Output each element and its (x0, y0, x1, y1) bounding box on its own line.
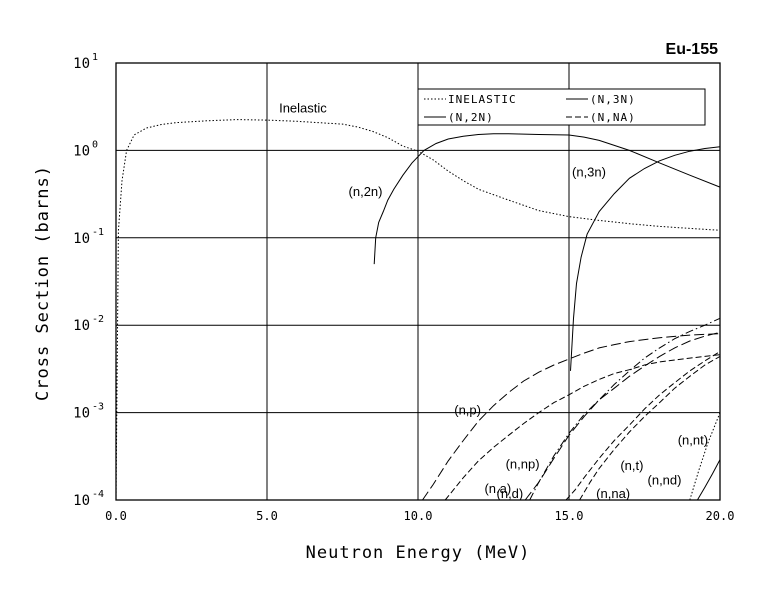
legend-box (417, 88, 706, 126)
annotation-label: (n,np) (506, 456, 540, 471)
chart-title: Eu-155 (666, 41, 719, 58)
x-tick-label: 20.0 (706, 509, 735, 523)
y-tick-label: 10 (73, 406, 90, 422)
legend-label-nna: (N,NA) (590, 111, 636, 124)
x-tick-label: 0.0 (105, 509, 127, 523)
series-n3n (570, 146, 721, 371)
y-tick-exponent: -1 (92, 227, 104, 238)
series-nnt (689, 412, 721, 501)
y-tick-exponent: 0 (92, 139, 98, 150)
series-nd (524, 331, 721, 501)
series-nna (565, 351, 721, 501)
x-tick-label: 5.0 (256, 509, 278, 523)
y-tick-exponent: 1 (92, 52, 98, 63)
legend: INELASTIC (N,3N) (N,2N) (N,NA) (417, 88, 706, 126)
y-tick-exponent: -3 (92, 402, 104, 413)
legend-label-n3n: (N,3N) (590, 93, 636, 106)
y-tick-exponent: -2 (92, 314, 104, 325)
legend-label-inelastic: INELASTIC (448, 93, 517, 106)
annotation-label: (n,d) (497, 486, 524, 501)
legend-label-n2n: (N,2N) (448, 111, 494, 124)
series-nt (579, 355, 721, 501)
annotation-label: (n,3n) (572, 165, 606, 180)
annotation-label: (n,nt) (678, 433, 708, 448)
series-np_mid (422, 333, 721, 501)
series-nnd (696, 459, 721, 501)
annotation-label: (n,p) (454, 403, 481, 418)
x-tick-label: 15.0 (555, 509, 584, 523)
x-axis-title: Neutron Energy (MeV) (306, 543, 531, 563)
y-axis-title: Cross Section (barns) (33, 165, 53, 401)
series-layer (115, 119, 721, 501)
series-na_mid (444, 354, 721, 501)
x-tick-label: 10.0 (404, 509, 433, 523)
series-n2n (373, 133, 721, 265)
grid-lines (116, 63, 720, 500)
y-tick-label: 10 (73, 318, 90, 334)
curve-annotations: Inelastic (n,2n) (n,3n) (n,p) (n,a) (n,np) (n,… (279, 101, 708, 501)
annotation-label: (n,2n) (349, 184, 383, 199)
annotation-label: Inelastic (279, 101, 327, 116)
annotation-label: (n,nd) (648, 473, 682, 488)
y-tick-label: 10 (73, 56, 90, 72)
series-nnp (529, 317, 721, 501)
y-tick-label: 10 (73, 493, 90, 509)
plot-frame (115, 62, 721, 501)
y-tick-exponent: -4 (92, 489, 104, 500)
y-tick-label: 10 (73, 143, 90, 159)
annotation-label: (n,a) (484, 481, 511, 496)
series-inelastic (115, 119, 721, 501)
annotation-label: (n,t) (620, 458, 643, 473)
annotation-label: (n,na) (596, 486, 630, 501)
y-tick-label: 10 (73, 231, 90, 247)
